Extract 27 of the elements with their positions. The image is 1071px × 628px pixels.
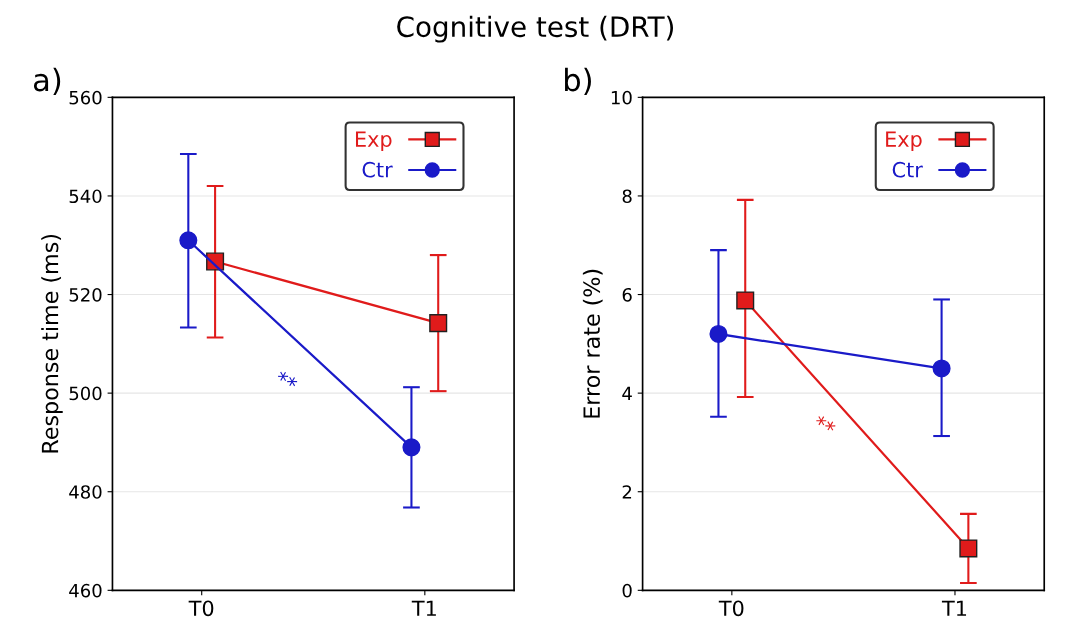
y-tick-label: 10 [611,90,632,105]
legend-label: Ctr [362,161,393,178]
legend-label: Exp [355,131,392,152]
x-tick-label: T0 [718,600,744,617]
y-tick-label: 0 [622,583,632,598]
y-tick-label: 500 [69,386,102,401]
y-tick-label: 540 [69,189,102,204]
text: b) [565,67,591,96]
y-tick-label: 480 [69,485,102,499]
text: a) [33,67,61,96]
y-axis-title: Error rate (%) [582,269,603,418]
y-tick-label: 460 [69,583,102,598]
y-tick-label: 520 [69,287,102,302]
legend-label: Ctr [892,161,923,178]
x-tick-label: T1 [941,600,967,616]
chart-title: Cognitive test (DRT) [397,15,674,43]
y-axis-title: Response time (ms) [41,234,63,453]
y-tick-label: 560 [69,90,102,105]
legend-label: Exp [886,131,922,152]
y-tick-label: 6 [622,287,632,302]
x-tick-label: T1 [411,600,436,616]
y-tick-label: 4 [622,386,632,400]
annotation: ** [276,369,299,388]
annotation: ** [814,414,837,433]
x-tick-label: T0 [188,600,214,617]
y-tick-label: 8 [622,189,632,204]
y-tick-label: 2 [622,485,632,499]
